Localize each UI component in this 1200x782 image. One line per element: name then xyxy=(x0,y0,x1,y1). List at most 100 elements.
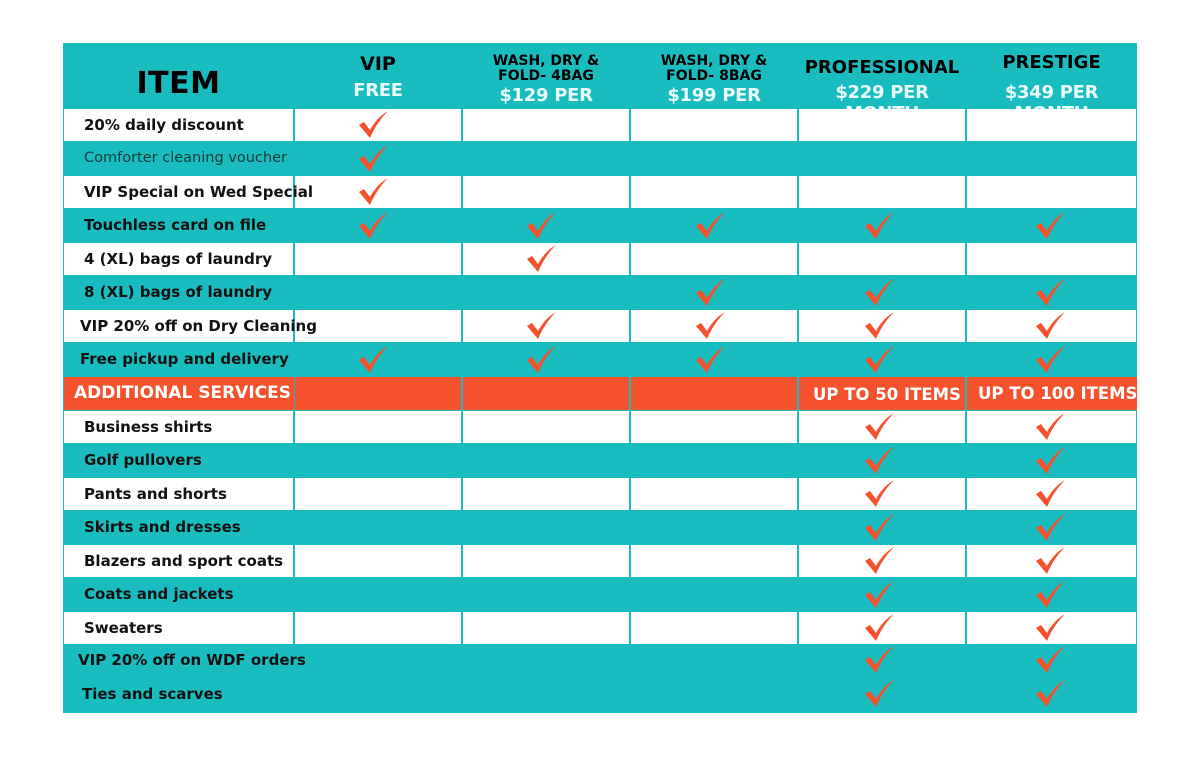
table-row: Free pickup and delivery xyxy=(63,343,1137,376)
table-cell xyxy=(295,176,461,208)
pricing-table: ITEM VIP FREE WASH, DRY & FOLD- 4BAG $12… xyxy=(63,43,1137,713)
checkmark-icon xyxy=(1033,211,1067,241)
table-cell xyxy=(967,176,1136,208)
checkmark-icon xyxy=(524,211,558,241)
checkmark-icon xyxy=(1033,645,1067,675)
checkmark-icon xyxy=(862,412,896,442)
professional-items-note: UP TO 50 ITEMS xyxy=(813,385,961,404)
table-cell xyxy=(799,243,965,275)
table-cell xyxy=(295,310,461,342)
row-label: Golf pullovers xyxy=(84,451,202,469)
table-cell xyxy=(631,478,797,510)
table-cell xyxy=(631,411,797,443)
checkmark-icon xyxy=(862,479,896,509)
checkmark-icon xyxy=(1033,580,1067,610)
table-cell xyxy=(631,612,797,644)
orange-cell xyxy=(631,377,797,410)
row-label: Pants and shorts xyxy=(84,485,227,503)
checkmark-icon xyxy=(693,211,727,241)
header-plan-professional: PROFESSIONAL $229 PER MONTH xyxy=(798,43,966,124)
checkmark-icon xyxy=(862,211,896,241)
orange-cell xyxy=(967,377,1137,410)
table-cell xyxy=(463,612,629,644)
orange-cell xyxy=(64,377,294,410)
table-row: VIP 20% off on WDF orders xyxy=(63,645,1137,675)
checkmark-icon xyxy=(1033,345,1067,375)
row-label: VIP Special on Wed Special xyxy=(84,183,313,201)
table-cell xyxy=(631,176,797,208)
table-cell xyxy=(463,109,629,141)
table-cell xyxy=(295,545,461,577)
additional-services-label: ADDITIONAL SERVICES xyxy=(74,383,291,403)
checkmark-icon xyxy=(862,613,896,643)
plan-name: WASH, DRY & FOLD- 4BAG xyxy=(492,53,600,84)
table-row: VIP 20% off on Dry Cleaning xyxy=(63,310,1137,342)
table-cell xyxy=(631,545,797,577)
table-row: 8 (XL) bags of laundry xyxy=(63,276,1137,309)
table-cell xyxy=(631,243,797,275)
checkmark-icon xyxy=(1033,479,1067,509)
checkmark-icon xyxy=(356,144,390,174)
checkmark-icon xyxy=(693,311,727,341)
checkmark-icon xyxy=(862,679,896,709)
table-cell xyxy=(463,176,629,208)
orange-cell xyxy=(463,377,629,410)
table-cell xyxy=(64,612,293,644)
table-row: Blazers and sport coats xyxy=(63,545,1137,577)
table-cell xyxy=(64,545,293,577)
row-label: Sweaters xyxy=(84,619,163,637)
plan-name: PRESTIGE xyxy=(1002,52,1101,73)
table-cell xyxy=(631,109,797,141)
table-row: 20% daily discount xyxy=(63,109,1137,141)
table-cell xyxy=(295,109,461,141)
checkmark-icon xyxy=(524,311,558,341)
header-plan-vip: VIP FREE xyxy=(294,43,462,109)
table-cell xyxy=(64,310,293,342)
row-label: Ties and scarves xyxy=(82,685,223,703)
item-heading: ITEM xyxy=(136,66,221,101)
row-label: Touchless card on file xyxy=(84,216,267,234)
orange-cell xyxy=(295,377,461,410)
checkmark-icon xyxy=(693,345,727,375)
table-cell xyxy=(295,612,461,644)
checkmark-icon xyxy=(862,546,896,576)
checkmark-icon xyxy=(862,446,896,476)
table-row: Touchless card on file xyxy=(63,209,1137,242)
row-label: Coats and jackets xyxy=(84,585,234,603)
checkmark-icon xyxy=(862,345,896,375)
row-label: 8 (XL) bags of laundry xyxy=(84,283,273,301)
table-cell xyxy=(295,243,461,275)
checkmark-icon xyxy=(356,177,390,207)
checkmark-icon xyxy=(524,244,558,274)
table-row: 4 (XL) bags of laundry xyxy=(63,243,1137,275)
checkmark-icon xyxy=(862,311,896,341)
plan-price: FREE xyxy=(353,80,403,101)
row-label: Skirts and dresses xyxy=(84,518,241,536)
table-row: Business shirts xyxy=(63,411,1137,443)
table-cell xyxy=(463,243,629,275)
header-plan-prestige: PRESTIGE $349 PER MONTH xyxy=(966,43,1137,124)
header-plan-8bag: WASH, DRY & FOLD- 8BAG $199 PER MONTH xyxy=(630,43,798,128)
table-row: Golf pullovers xyxy=(63,444,1137,477)
prestige-items-note: UP TO 100 ITEMS xyxy=(978,384,1138,403)
table-row: Sweaters xyxy=(63,612,1137,644)
checkmark-icon xyxy=(1033,278,1067,308)
checkmark-icon xyxy=(356,345,390,375)
row-label: Comforter cleaning voucher xyxy=(84,150,287,166)
table-cell xyxy=(631,310,797,342)
header-plan-4bag: WASH, DRY & FOLD- 4BAG $129 PER MONTH xyxy=(462,43,630,128)
table-cell xyxy=(799,176,965,208)
orange-cell xyxy=(799,377,965,410)
checkmark-icon xyxy=(1033,446,1067,476)
row-label: Blazers and sport coats xyxy=(84,552,284,570)
row-label: Business shirts xyxy=(84,418,213,436)
checkmark-icon xyxy=(356,110,390,140)
table-cell xyxy=(463,310,629,342)
table-cell xyxy=(64,176,293,208)
checkmark-icon xyxy=(862,513,896,543)
table-cell xyxy=(64,243,293,275)
checkmark-icon xyxy=(1033,546,1067,576)
table-cell xyxy=(64,109,293,141)
table-cell xyxy=(295,478,461,510)
row-label: VIP 20% off on WDF orders xyxy=(78,651,306,669)
